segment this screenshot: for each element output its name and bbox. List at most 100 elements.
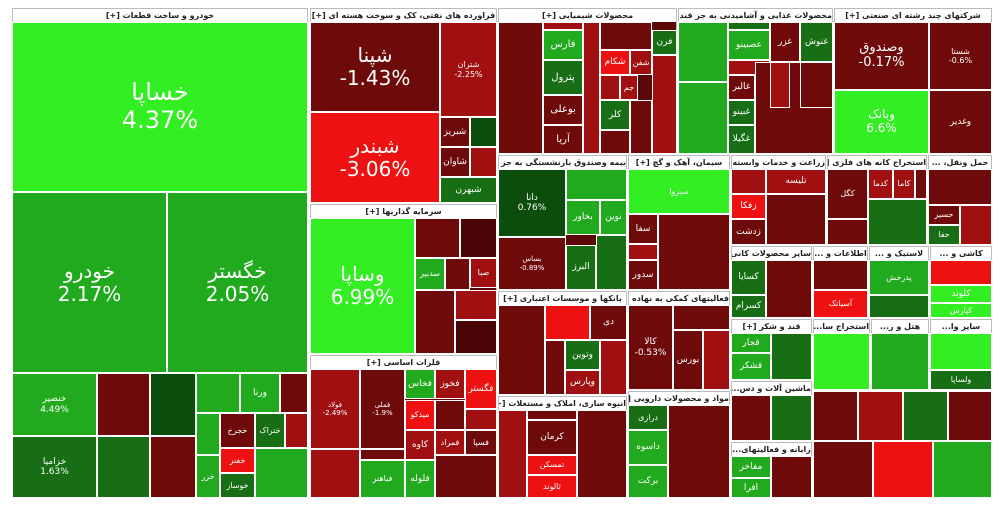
stock-tile[interactable]: وتوین	[565, 340, 600, 370]
stock-tile[interactable]: غبینو	[728, 100, 755, 125]
sector-header[interactable]: حمل ونقل، ...	[929, 156, 991, 169]
stock-tile[interactable]: فگستر	[465, 369, 497, 409]
stock-tile[interactable]: فرن	[652, 30, 677, 55]
stock-tile[interactable]: سبزوا	[628, 169, 730, 214]
stock-tile[interactable]: خزر	[196, 455, 220, 498]
stock-tile[interactable]: کسایا	[731, 260, 766, 295]
sector-header[interactable]: رایانه و فعالیتهای...	[732, 443, 811, 456]
stock-tile[interactable]: سفا	[628, 214, 658, 244]
stock-tile[interactable]: وغدیر	[929, 90, 992, 154]
sector-header[interactable]: فعالیتهای کمکی به نهاده ...	[629, 292, 729, 305]
sector-header[interactable]: ماشین آلات و دس...	[732, 382, 811, 395]
stock-tile[interactable]: وبانک 6.6%	[834, 90, 929, 154]
stock-tile[interactable]: غنوش	[800, 22, 833, 62]
stock-tile[interactable]: داسوه	[628, 430, 668, 465]
stock-tile[interactable]: بخاور	[566, 200, 600, 235]
stock-tile[interactable]: شبهرن	[440, 177, 497, 203]
stock-tile[interactable]: شتران -2.25%	[440, 22, 497, 117]
stock-tile[interactable]: وصندوق -0.17%	[834, 22, 929, 90]
stock-tile[interactable]: کرمان	[527, 420, 577, 455]
sector-header[interactable]: استخراج سا...	[814, 320, 869, 333]
stock-tile[interactable]: ورنا	[240, 373, 280, 413]
stock-tile[interactable]: برکت	[628, 465, 668, 498]
stock-tile[interactable]: مفاخر	[731, 456, 771, 478]
stock-tile[interactable]: شپنا -1.43%	[310, 22, 440, 112]
stock-tile[interactable]: فباهنر	[360, 460, 405, 498]
stock-tile[interactable]: ولساپا	[930, 370, 992, 390]
stock-tile[interactable]: افرا	[731, 478, 771, 498]
stock-tile[interactable]: عصبینو	[728, 30, 770, 60]
stock-tile[interactable]: جم	[620, 75, 638, 100]
stock-tile[interactable]: شاوان	[440, 147, 470, 177]
stock-tile[interactable]: کسرام	[731, 295, 766, 318]
stock-tile[interactable]: فمراد	[435, 430, 465, 455]
sector-header[interactable]: سرمایه گذاریها [+]	[311, 205, 496, 218]
stock-tile[interactable]: بساس -0.89%	[498, 237, 566, 290]
sector-header[interactable]: سایر محصولات کانی ...	[732, 247, 811, 260]
sector-header[interactable]: بانکها و موسسات اعتباری [+]	[499, 292, 626, 305]
stock-tile[interactable]: آسیاتک	[813, 290, 868, 318]
stock-tile[interactable]: کلر	[600, 100, 630, 130]
stock-tile[interactable]: فملی -1.9%	[360, 369, 405, 449]
stock-tile[interactable]: قشکر	[731, 353, 771, 380]
sector-header[interactable]: محصولات غذایی و آشامیدنی به جز قند و شکر…	[679, 9, 832, 22]
stock-tile[interactable]: بوعلی	[543, 95, 583, 125]
sector-header[interactable]: هتل و ر...	[872, 320, 928, 333]
sector-header[interactable]: سایر وا...	[931, 320, 991, 333]
stock-tile[interactable]: فلوله	[405, 460, 435, 498]
stock-tile[interactable]: نوین	[600, 200, 627, 235]
stock-tile[interactable]: بورس	[673, 330, 703, 390]
stock-tile[interactable]: وپارس	[565, 370, 600, 395]
stock-tile[interactable]: خجرخ	[220, 413, 255, 448]
sector-header[interactable]: شرکتهای چند رشته ای صنعتی [+]	[835, 9, 991, 22]
stock-tile[interactable]: سدبیر	[415, 258, 445, 290]
stock-tile[interactable]: خنصیر 4.49%	[12, 373, 97, 436]
stock-tile[interactable]: دی	[590, 305, 627, 340]
stock-tile[interactable]: سدور	[628, 260, 658, 290]
sector-header[interactable]: قند و شکر [+]	[732, 320, 811, 333]
sector-header[interactable]: زراعت و خدمات وابسته [+]	[732, 156, 825, 169]
stock-tile[interactable]: کپارس	[930, 303, 992, 318]
sector-header[interactable]: مواد و محصولات دارویی [+]	[629, 392, 729, 405]
stock-tile[interactable]: پدرخش	[869, 260, 929, 295]
stock-tile[interactable]: فولاد -2.49%	[310, 369, 360, 449]
stock-tile[interactable]: شبریز	[440, 117, 470, 147]
stock-tile[interactable]: حسیر	[928, 205, 960, 225]
sector-header[interactable]: سیمان، آهک و گچ [+]	[629, 156, 729, 169]
stock-tile[interactable]: شستا -0.6%	[929, 22, 992, 90]
stock-tile[interactable]: فخاس	[405, 369, 435, 399]
stock-tile[interactable]: وساپا 6.99%	[310, 218, 415, 354]
stock-tile[interactable]: خزامیا 1.63%	[12, 436, 97, 498]
stock-tile[interactable]: تلیسه	[766, 169, 826, 194]
sector-header[interactable]: استخراج کانه های فلزی [+]	[828, 156, 926, 169]
stock-tile[interactable]: کلوند	[930, 285, 992, 303]
stock-tile[interactable]: کاما	[893, 169, 915, 199]
stock-tile[interactable]: زفکا	[731, 194, 766, 219]
stock-tile[interactable]: غالبر	[728, 75, 755, 100]
stock-tile[interactable]: فارس	[543, 30, 583, 60]
stock-tile[interactable]: درازی	[628, 405, 668, 430]
stock-tile[interactable]: آریا	[543, 125, 583, 154]
stock-tile[interactable]: فخوز	[435, 369, 465, 399]
stock-tile[interactable]: غگیلا	[728, 125, 755, 154]
sector-header[interactable]: فراورده های نفتی، کک و سوخت هسته ای [+]	[311, 9, 496, 22]
stock-tile[interactable]: حفا	[928, 225, 960, 245]
sector-header[interactable]: بیمه وصندوق بازنشستگی به جز تامین [+]	[499, 156, 626, 169]
sector-header[interactable]: خودرو و ساخت قطعات [+]	[13, 9, 307, 22]
sector-header[interactable]: لاستیک و ...	[870, 247, 928, 260]
stock-tile[interactable]: خساپا 4.37%	[12, 22, 308, 192]
stock-tile[interactable]: غزر	[770, 22, 800, 62]
stock-tile[interactable]: زدشت	[731, 219, 766, 245]
stock-tile[interactable]: خودرو 2.17%	[12, 192, 167, 373]
stock-tile[interactable]: فسپا	[465, 430, 497, 455]
stock-tile[interactable]: شفن	[630, 50, 652, 75]
stock-tile[interactable]: خگستر 2.05%	[167, 192, 308, 373]
stock-tile[interactable]: صبا	[470, 258, 497, 288]
stock-tile[interactable]: دانا 0.76%	[498, 169, 566, 237]
stock-tile[interactable]: ختراک	[255, 413, 285, 448]
stock-tile[interactable]: میدکو	[405, 400, 435, 430]
stock-tile[interactable]: ثالوند	[527, 475, 577, 498]
stock-tile[interactable]: قجار	[731, 333, 771, 353]
sector-header[interactable]: انبوه سازی، املاک و مستغلات [+]	[499, 397, 626, 410]
stock-tile[interactable]: کالا -0.53%	[628, 305, 673, 390]
